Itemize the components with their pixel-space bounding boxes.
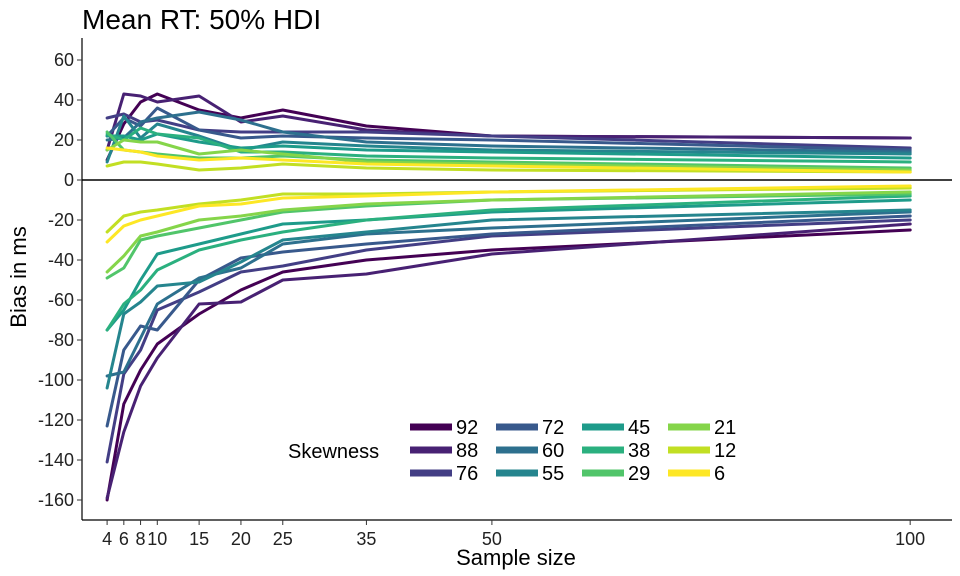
x-tick-label: 15 bbox=[189, 529, 209, 549]
y-tick-label: -80 bbox=[48, 330, 74, 350]
y-tick-label: 40 bbox=[54, 90, 74, 110]
x-tick-label: 35 bbox=[356, 529, 376, 549]
y-tick-label: -40 bbox=[48, 250, 74, 270]
x-tick-label: 50 bbox=[482, 529, 502, 549]
x-tick-label: 10 bbox=[147, 529, 167, 549]
x-tick-label: 8 bbox=[136, 529, 146, 549]
series-line-12-upper bbox=[105, 160, 912, 174]
series-layer bbox=[105, 92, 912, 502]
legend-title: Skewness bbox=[288, 441, 379, 463]
chart-title: Mean RT: 50% HDI bbox=[82, 4, 321, 35]
y-tick-label: -140 bbox=[38, 450, 74, 470]
x-tick-label: 4 bbox=[102, 529, 112, 549]
series-line-21-upper bbox=[105, 138, 912, 172]
y-tick-label: -60 bbox=[48, 290, 74, 310]
y-tick-label: -20 bbox=[48, 210, 74, 230]
y-tick-label: -100 bbox=[38, 370, 74, 390]
x-tick-label: 6 bbox=[119, 529, 129, 549]
legend-label-6: 6 bbox=[714, 463, 725, 485]
x-tick-label: 100 bbox=[895, 529, 925, 549]
legend-label-92: 92 bbox=[456, 417, 478, 439]
series-line-72-lower bbox=[105, 214, 912, 428]
legend-label-29: 29 bbox=[628, 463, 650, 485]
series-line-92-upper bbox=[105, 92, 912, 162]
y-tick-label: 60 bbox=[54, 50, 74, 70]
series-line-72-upper bbox=[105, 106, 912, 152]
series-line-38-upper bbox=[105, 126, 912, 164]
legend-label-12: 12 bbox=[714, 440, 736, 462]
series-line-55-lower bbox=[105, 208, 912, 390]
x-tick-label: 25 bbox=[273, 529, 293, 549]
y-tick-label: -160 bbox=[38, 490, 74, 510]
legend-label-45: 45 bbox=[628, 417, 650, 439]
series-line-76-upper bbox=[105, 112, 912, 150]
x-tick-label: 20 bbox=[231, 529, 251, 549]
series-line-60-upper bbox=[105, 110, 912, 154]
y-tick-label: 0 bbox=[64, 170, 74, 190]
y-tick-label: -120 bbox=[38, 410, 74, 430]
x-axis-title: Sample size bbox=[456, 545, 576, 570]
series-line-76-lower bbox=[105, 218, 912, 464]
legend-label-72: 72 bbox=[542, 417, 564, 439]
series-line-6-upper bbox=[105, 146, 912, 174]
series-line-88-lower bbox=[105, 222, 912, 500]
y-axis-title: Bias in ms bbox=[6, 226, 31, 327]
y-tick-label: 20 bbox=[54, 130, 74, 150]
series-line-6-lower bbox=[105, 184, 912, 244]
series-line-55-upper bbox=[105, 114, 912, 164]
legend-label-21: 21 bbox=[714, 417, 736, 439]
legend-label-60: 60 bbox=[542, 440, 564, 462]
series-line-21-lower bbox=[105, 190, 912, 274]
legend-label-76: 76 bbox=[456, 463, 478, 485]
legend-label-38: 38 bbox=[628, 440, 650, 462]
series-line-38-lower bbox=[105, 194, 912, 332]
legend-label-55: 55 bbox=[542, 463, 564, 485]
legend-label-88: 88 bbox=[456, 440, 478, 462]
